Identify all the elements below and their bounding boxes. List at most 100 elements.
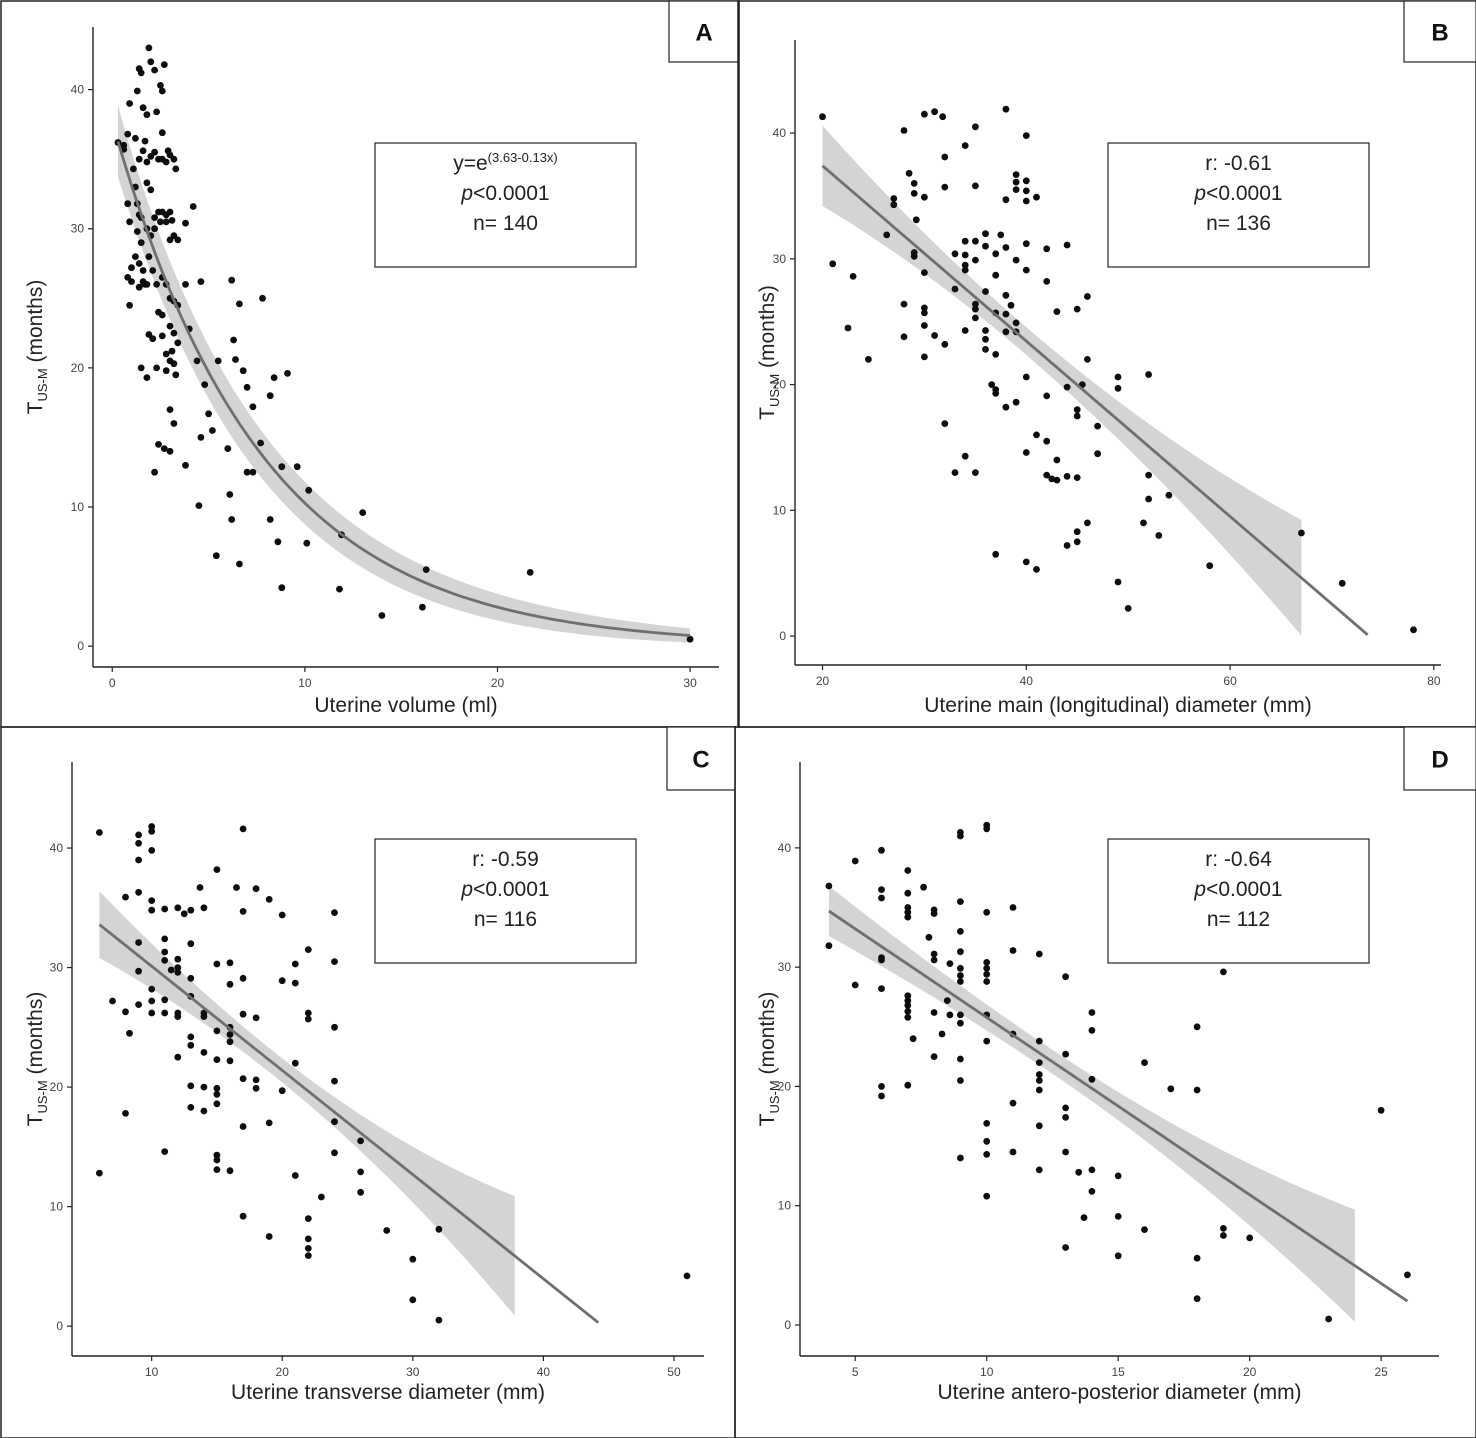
data-point-c-92: [304, 946, 312, 953]
data-point-d-15: [904, 908, 912, 916]
data-point-b-31: [951, 250, 959, 258]
data-point-a-96: [160, 445, 168, 452]
data-point-a-80: [166, 322, 174, 330]
y-tick-label-a-2: 20: [71, 361, 85, 375]
data-point-b-76: [1012, 319, 1020, 327]
x-tick-label-a-0: 0: [109, 676, 116, 690]
data-point-d-57: [983, 1037, 991, 1045]
data-point-c-79: [252, 1014, 260, 1022]
data-point-a-48: [162, 158, 170, 166]
data-point-b-15: [910, 190, 918, 197]
x-tick-label-d-2: 15: [1112, 1365, 1126, 1379]
data-point-c-80: [252, 1076, 260, 1084]
data-point-b-126: [1206, 562, 1214, 570]
data-point-d-79: [1062, 1148, 1069, 1156]
data-point-d-0: [825, 882, 833, 890]
data-point-c-5: [122, 1110, 129, 1117]
x-tick-label-d-3: 20: [1243, 1365, 1257, 1379]
data-point-c-30: [174, 904, 182, 912]
data-point-c-61: [213, 1156, 221, 1164]
data-point-c-51: [200, 1083, 208, 1091]
data-point-d-38: [957, 898, 964, 905]
data-point-c-4: [122, 1008, 129, 1016]
data-point-d-82: [1080, 1214, 1088, 1221]
data-point-b-119: [1124, 605, 1132, 612]
data-point-b-117: [1114, 384, 1122, 392]
data-point-c-109: [383, 1227, 391, 1234]
data-point-d-42: [957, 972, 964, 979]
stats-line3-b: n= 136: [1206, 212, 1271, 235]
data-point-b-107: [1073, 474, 1081, 481]
data-point-d-87: [1088, 1188, 1096, 1195]
data-point-d-83: [1088, 1009, 1096, 1016]
x-axis-title-a: Uterine volume (ml): [314, 694, 497, 717]
data-point-a-145: [686, 635, 694, 643]
panel-c: 10 20 30 40 50 0 10 20 30 40 Uterine transverse di…: [0, 726, 736, 1438]
data-point-a-120: [257, 439, 264, 447]
data-point-c-9: [135, 856, 143, 864]
data-point-b-70: [1002, 403, 1010, 411]
data-point-c-18: [148, 906, 156, 914]
data-point-d-62: [1009, 904, 1017, 911]
data-point-b-66: [1002, 244, 1010, 251]
data-point-a-16: [133, 228, 141, 235]
data-point-d-9: [878, 985, 885, 992]
y-tick-label-b-4: 40: [773, 126, 787, 140]
data-point-c-25: [161, 957, 169, 964]
y-tick-label-d-3: 30: [778, 960, 792, 974]
data-point-b-7: [890, 201, 898, 209]
stats-box-a: [374, 142, 637, 268]
data-point-b-3: [849, 273, 857, 280]
data-point-b-37: [961, 261, 969, 269]
data-point-d-100: [1220, 1232, 1227, 1239]
data-point-c-55: [213, 1027, 221, 1035]
data-point-c-43: [187, 1041, 195, 1049]
x-tick-label-b-2: 60: [1223, 674, 1237, 688]
data-point-a-119: [249, 403, 257, 411]
data-point-d-39: [957, 928, 964, 935]
data-point-d-53: [983, 964, 991, 972]
data-point-d-22: [904, 1081, 912, 1089]
data-point-a-82: [149, 335, 157, 343]
panel-b: 20 40 60 80 0 10 20 30 40 Uterine main (longitudi…: [737, 0, 1476, 728]
x-tick-label-c-0: 10: [145, 1365, 159, 1379]
data-point-b-56: [992, 250, 1000, 258]
data-point-a-125: [212, 552, 220, 560]
data-point-c-46: [196, 884, 204, 891]
data-point-a-94: [170, 420, 178, 427]
data-point-d-98: [1220, 968, 1227, 976]
data-point-b-113: [1084, 519, 1091, 527]
data-point-c-31: [174, 955, 182, 963]
data-point-b-39: [961, 327, 969, 334]
data-point-a-41: [153, 108, 161, 116]
data-point-c-13: [135, 1001, 143, 1008]
x-tick-label-d-0: 5: [852, 1365, 859, 1379]
y-axis-title-sub-b: US-M: [767, 374, 782, 407]
data-point-a-72: [153, 281, 161, 288]
data-point-b-82: [1022, 197, 1030, 205]
data-point-d-13: [904, 889, 912, 897]
data-point-c-6: [126, 1029, 133, 1037]
data-point-b-33: [951, 469, 959, 476]
data-point-a-92: [153, 364, 161, 372]
data-point-a-54: [143, 179, 151, 187]
data-point-c-14: [148, 823, 156, 830]
data-point-a-139: [336, 585, 343, 593]
data-point-c-53: [213, 866, 221, 873]
data-point-a-50: [170, 155, 178, 163]
data-point-c-8: [135, 839, 143, 847]
data-point-b-75: [1012, 256, 1020, 264]
data-point-c-37: [180, 910, 188, 918]
y-tick-label-c-1: 10: [50, 1200, 64, 1214]
data-point-a-38: [151, 66, 159, 74]
data-point-d-48: [957, 1154, 964, 1162]
data-point-c-19: [148, 985, 156, 993]
data-point-c-11: [135, 939, 143, 946]
data-point-a-8: [128, 264, 135, 272]
data-point-a-114: [236, 300, 243, 308]
data-point-c-105: [331, 1149, 338, 1157]
data-point-c-47: [200, 904, 208, 912]
data-point-b-106: [1073, 412, 1081, 420]
data-point-a-34: [141, 137, 149, 145]
data-point-a-86: [168, 347, 176, 355]
